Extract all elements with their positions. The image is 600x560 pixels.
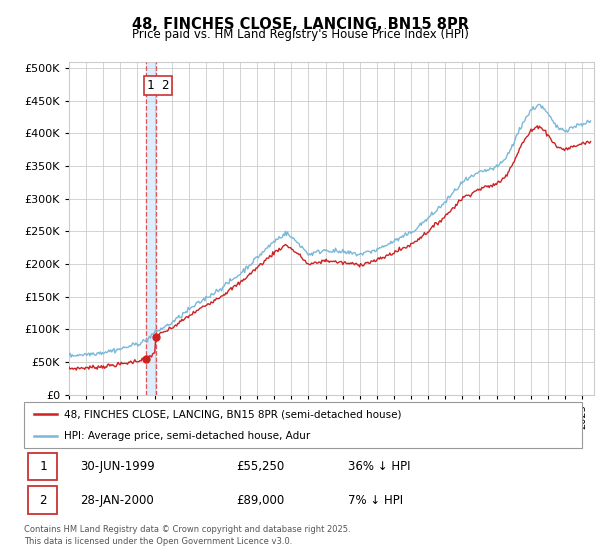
Text: £55,250: £55,250 <box>236 460 284 473</box>
FancyBboxPatch shape <box>28 453 58 480</box>
Text: 7% ↓ HPI: 7% ↓ HPI <box>347 493 403 507</box>
Text: 2: 2 <box>39 493 47 507</box>
Text: Contains HM Land Registry data © Crown copyright and database right 2025.
This d: Contains HM Land Registry data © Crown c… <box>24 525 350 546</box>
Text: 48, FINCHES CLOSE, LANCING, BN15 8PR (semi-detached house): 48, FINCHES CLOSE, LANCING, BN15 8PR (se… <box>64 409 401 419</box>
Text: HPI: Average price, semi-detached house, Adur: HPI: Average price, semi-detached house,… <box>64 431 310 441</box>
Text: 36% ↓ HPI: 36% ↓ HPI <box>347 460 410 473</box>
FancyBboxPatch shape <box>28 487 58 514</box>
Text: 30-JUN-1999: 30-JUN-1999 <box>80 460 155 473</box>
Text: 1: 1 <box>39 460 47 473</box>
Text: Price paid vs. HM Land Registry's House Price Index (HPI): Price paid vs. HM Land Registry's House … <box>131 28 469 41</box>
Text: 28-JAN-2000: 28-JAN-2000 <box>80 493 154 507</box>
Text: 48, FINCHES CLOSE, LANCING, BN15 8PR: 48, FINCHES CLOSE, LANCING, BN15 8PR <box>131 17 469 32</box>
Bar <box>146 62 156 395</box>
FancyBboxPatch shape <box>24 402 582 448</box>
Text: 1 2: 1 2 <box>147 79 169 92</box>
Text: £89,000: £89,000 <box>236 493 284 507</box>
